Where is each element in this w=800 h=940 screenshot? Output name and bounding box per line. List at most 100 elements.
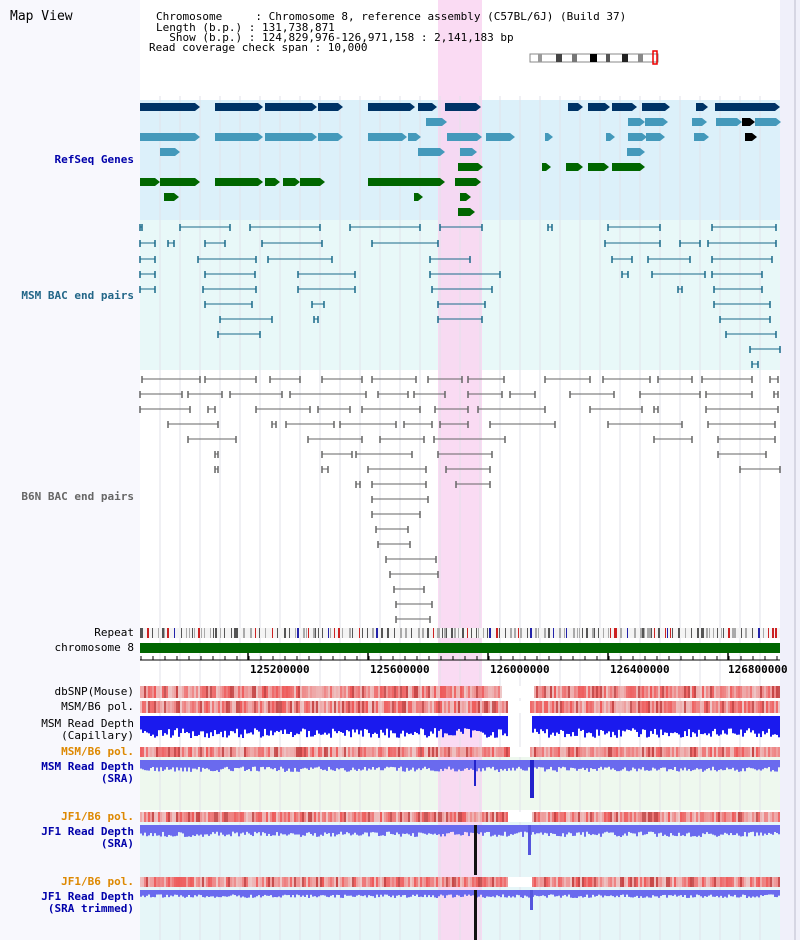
depth-bar (220, 890, 222, 898)
repeat-element (499, 628, 500, 638)
heat-cell (226, 747, 228, 757)
depth-bar (736, 760, 738, 770)
depth-bar (236, 716, 238, 729)
depth-bar (188, 716, 190, 734)
heat-cell (416, 747, 418, 757)
gene-arrow (578, 103, 583, 111)
depth-bar (320, 890, 322, 896)
heat-cell (410, 812, 412, 822)
heat-cell (702, 747, 704, 757)
heat-cell (162, 686, 164, 698)
heat-cell (368, 686, 370, 698)
depth-bar (684, 890, 686, 896)
heat-cell (580, 877, 582, 887)
depth-bar (216, 825, 218, 832)
heat-cell (696, 701, 698, 713)
depth-bar (712, 825, 714, 835)
heat-cell (366, 686, 368, 698)
depth-bar (154, 760, 156, 771)
heat-cell (448, 701, 450, 713)
gene-arrow (174, 193, 179, 201)
heat-cell (698, 686, 700, 698)
heat-cell (444, 747, 446, 757)
heat-cell (666, 812, 668, 822)
heat-cell (424, 701, 426, 713)
depth-bar (692, 760, 694, 771)
depth-bar (592, 890, 594, 895)
b6n-bac-end-pairs-label[interactable]: B6N BAC end pairs (21, 490, 134, 503)
depth-bar (668, 825, 670, 837)
heat-cell (248, 747, 250, 757)
heat-cell (394, 877, 396, 887)
heat-cell (700, 686, 702, 698)
depth-bar (150, 760, 152, 769)
heat-cell (362, 877, 364, 887)
depth-bar (176, 760, 178, 768)
depth-bar (644, 890, 646, 898)
heat-cell (514, 812, 516, 822)
heat-cell (604, 747, 606, 757)
heat-cell (344, 747, 346, 757)
heat-cell (322, 877, 324, 887)
depth-bar (678, 890, 680, 896)
gene-feature (460, 148, 472, 156)
depth-bar (302, 890, 304, 896)
depth-bar (636, 890, 638, 896)
refseq-genes-label[interactable]: RefSeq Genes (54, 153, 134, 166)
depth-bar (406, 716, 408, 733)
depth-bar (584, 890, 586, 897)
depth-bar (198, 825, 200, 836)
heat-cell (210, 747, 212, 757)
depth-bar (326, 716, 328, 735)
gene-arrow (610, 133, 615, 141)
msm-b6-pol-label: MSM/B6 pol. (61, 700, 134, 713)
depth-bar (250, 716, 252, 733)
heat-cell (220, 877, 222, 887)
depth-bar (612, 760, 614, 769)
heat-cell (726, 877, 728, 887)
heat-cell (430, 701, 432, 713)
heat-cell (616, 877, 618, 887)
heat-cell (330, 877, 332, 887)
heat-cell (574, 877, 576, 887)
heat-cell (238, 747, 240, 757)
heat-cell (162, 701, 164, 713)
heat-cell (632, 747, 634, 757)
heat-cell (620, 701, 622, 713)
heat-cell (406, 747, 408, 757)
repeat-element (367, 628, 368, 638)
depth-bar (656, 825, 658, 837)
heat-cell (172, 877, 174, 887)
heat-cell (748, 877, 750, 887)
heat-cell (256, 701, 258, 713)
depth-bar (612, 825, 614, 833)
chromosome-ideogram[interactable] (529, 50, 659, 65)
depth-bar (554, 890, 556, 897)
heat-cell (720, 877, 722, 887)
heat-cell (446, 812, 448, 822)
depth-bar (688, 760, 690, 770)
depth-bar (416, 760, 418, 770)
depth-bar (202, 760, 204, 768)
heat-cell (672, 686, 674, 698)
heat-cell (684, 701, 686, 713)
heat-cell (192, 701, 194, 713)
heat-cell (644, 812, 646, 822)
depth-bar (356, 890, 358, 896)
msm-bac-end-pairs-label[interactable]: MSM BAC end pairs (21, 289, 134, 302)
heat-cell (374, 812, 376, 822)
heat-cell (362, 747, 364, 757)
heat-cell (148, 877, 150, 887)
depth-bar (160, 825, 162, 837)
heat-cell (358, 877, 360, 887)
heat-cell (154, 877, 156, 887)
heat-cell (172, 747, 174, 757)
heat-cell (144, 812, 146, 822)
heat-cell (354, 812, 356, 822)
heat-cell (272, 812, 274, 822)
heat-cell (448, 812, 450, 822)
gene-feature (318, 103, 338, 111)
depth-bar (234, 716, 236, 734)
depth-bar (658, 760, 660, 770)
depth-bar (752, 825, 754, 832)
